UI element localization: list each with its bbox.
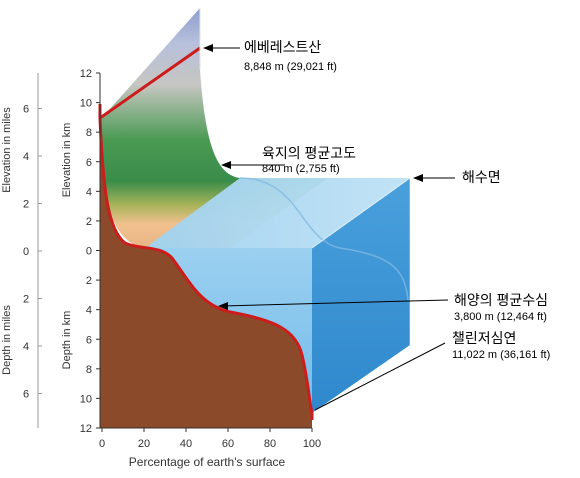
ocean-mean-name: 해양의 평균수심	[454, 292, 548, 308]
mile-tick-label: 6	[23, 389, 29, 401]
mile-tick-label: 4	[23, 341, 29, 353]
sea-level-name: 해수면	[462, 169, 501, 185]
km-tick-label: 8	[86, 127, 92, 139]
x-tick-group: 0 20 40 60 80 100	[99, 428, 321, 450]
everest-name: 에베레스트산	[244, 39, 321, 55]
km-tick-label: 8	[86, 364, 92, 376]
challenger-name: 챌린저심연	[452, 330, 516, 346]
km-tick-label: 12	[80, 423, 92, 435]
km-tick-label: 12	[80, 68, 92, 80]
x-tick-label: 100	[303, 438, 321, 450]
km-tick-label: 2	[86, 275, 92, 287]
mile-tick-label: 2	[23, 294, 29, 306]
mile-tick-group: 6 4 2 0 2 4 6	[23, 104, 42, 401]
km-tick-label: 0	[86, 246, 92, 258]
ocean-front-face	[145, 248, 312, 413]
km-tick-label: 4	[86, 186, 92, 198]
depth-miles-title: Depth in miles	[1, 305, 13, 375]
km-tick-label: 10	[80, 98, 92, 110]
x-tick-label: 40	[180, 438, 192, 450]
depth-km-title: Depth in km	[61, 311, 73, 370]
ocean-top-face	[145, 178, 410, 248]
ocean-ridge-line	[311, 177, 411, 249]
elevation-km-title: Elevation in km	[61, 123, 73, 198]
challenger-value: 11,022 m (36,161 ft)	[452, 349, 550, 361]
ocean-back-face	[312, 178, 410, 413]
km-tick-group: 12 10 8 6 4 2 0 2 4 6 8 10 12	[80, 68, 100, 435]
hypsometric-curve	[98, 104, 314, 420]
km-tick-label: 4	[86, 305, 92, 317]
ocean-mean-arrow-line	[221, 299, 449, 307]
km-tick-label: 2	[86, 216, 92, 228]
mile-tick-label: 0	[23, 246, 29, 258]
x-tick-label: 0	[99, 438, 105, 450]
ocean-back-curve	[239, 177, 409, 301]
sea-level-arrowhead	[413, 174, 423, 182]
land-mean-value: 840 m (2,755 ft)	[262, 163, 340, 175]
land-mean-name: 육지의 평균고도	[262, 145, 356, 161]
challenger-arrow-line	[314, 342, 446, 411]
mile-tick-label: 4	[23, 151, 29, 163]
earth-cross-section	[100, 104, 312, 428]
mile-tick-label: 6	[23, 104, 29, 116]
km-tick-label: 6	[86, 334, 92, 346]
land-surface-red-line	[99, 46, 201, 120]
land-mean-arrowhead	[221, 161, 231, 169]
elevation-miles-title: Elevation in miles	[1, 107, 13, 193]
km-tick-label: 6	[86, 157, 92, 169]
x-tick-label: 80	[264, 438, 276, 450]
mile-tick-label: 2	[23, 199, 29, 211]
ocean-mean-arrowhead	[218, 302, 228, 310]
x-tick-label: 20	[138, 438, 150, 450]
km-tick-label: 10	[80, 393, 92, 405]
everest-value: 8,848 m (29,021 ft)	[244, 61, 337, 73]
ocean-mean-value: 3,800 m (12,464 ft)	[454, 311, 547, 323]
x-axis-title: Percentage of earth's surface	[129, 455, 286, 469]
x-tick-label: 60	[222, 438, 234, 450]
everest-arrowhead	[203, 44, 213, 52]
